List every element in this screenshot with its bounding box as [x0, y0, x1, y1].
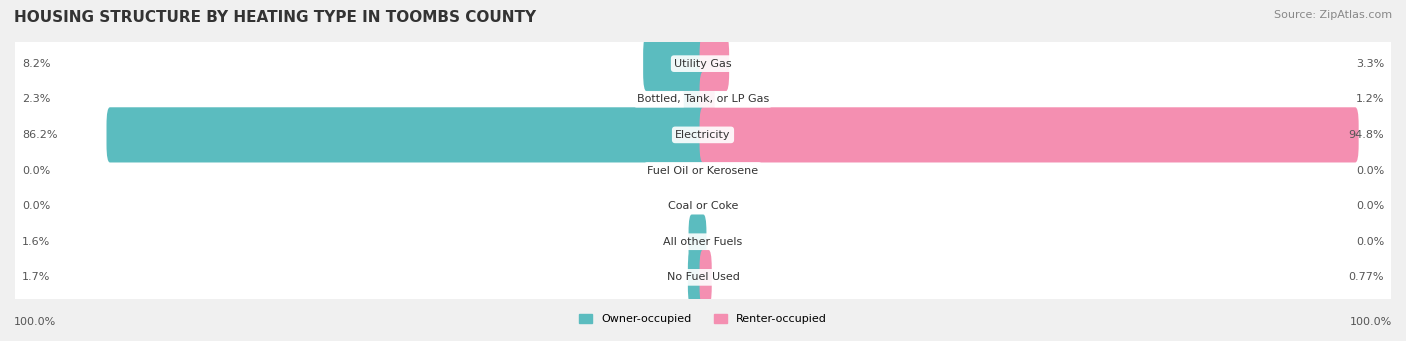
Text: 8.2%: 8.2% — [22, 59, 51, 69]
Text: 2.3%: 2.3% — [22, 94, 51, 104]
Text: 0.77%: 0.77% — [1348, 272, 1384, 282]
Text: Utility Gas: Utility Gas — [675, 59, 731, 69]
Text: 1.7%: 1.7% — [22, 272, 51, 282]
FancyBboxPatch shape — [700, 36, 730, 91]
Text: 0.0%: 0.0% — [1355, 237, 1384, 247]
FancyBboxPatch shape — [13, 179, 1393, 234]
Text: Source: ZipAtlas.com: Source: ZipAtlas.com — [1274, 10, 1392, 20]
FancyBboxPatch shape — [13, 36, 1393, 91]
Text: 0.0%: 0.0% — [22, 201, 51, 211]
FancyBboxPatch shape — [700, 250, 711, 305]
Text: 0.0%: 0.0% — [22, 165, 51, 176]
Legend: Owner-occupied, Renter-occupied: Owner-occupied, Renter-occupied — [575, 310, 831, 329]
FancyBboxPatch shape — [13, 250, 1393, 305]
FancyBboxPatch shape — [700, 107, 1358, 162]
Text: No Fuel Used: No Fuel Used — [666, 272, 740, 282]
FancyBboxPatch shape — [643, 36, 706, 91]
Text: All other Fuels: All other Fuels — [664, 237, 742, 247]
FancyBboxPatch shape — [689, 214, 706, 269]
FancyBboxPatch shape — [700, 72, 714, 127]
Text: Coal or Coke: Coal or Coke — [668, 201, 738, 211]
FancyBboxPatch shape — [13, 107, 1393, 162]
Text: 0.0%: 0.0% — [1355, 201, 1384, 211]
Text: Electricity: Electricity — [675, 130, 731, 140]
Text: HOUSING STRUCTURE BY HEATING TYPE IN TOOMBS COUNTY: HOUSING STRUCTURE BY HEATING TYPE IN TOO… — [14, 10, 536, 25]
Text: 100.0%: 100.0% — [14, 317, 56, 327]
Text: 100.0%: 100.0% — [1350, 317, 1392, 327]
Text: 0.0%: 0.0% — [1355, 165, 1384, 176]
Text: Fuel Oil or Kerosene: Fuel Oil or Kerosene — [647, 165, 759, 176]
FancyBboxPatch shape — [13, 214, 1393, 269]
FancyBboxPatch shape — [13, 143, 1393, 198]
FancyBboxPatch shape — [107, 107, 706, 162]
FancyBboxPatch shape — [13, 72, 1393, 127]
Text: 3.3%: 3.3% — [1355, 59, 1384, 69]
Text: 94.8%: 94.8% — [1348, 130, 1384, 140]
Text: 86.2%: 86.2% — [22, 130, 58, 140]
FancyBboxPatch shape — [683, 72, 706, 127]
Text: 1.6%: 1.6% — [22, 237, 51, 247]
Text: Bottled, Tank, or LP Gas: Bottled, Tank, or LP Gas — [637, 94, 769, 104]
Text: 1.2%: 1.2% — [1355, 94, 1384, 104]
FancyBboxPatch shape — [688, 250, 706, 305]
